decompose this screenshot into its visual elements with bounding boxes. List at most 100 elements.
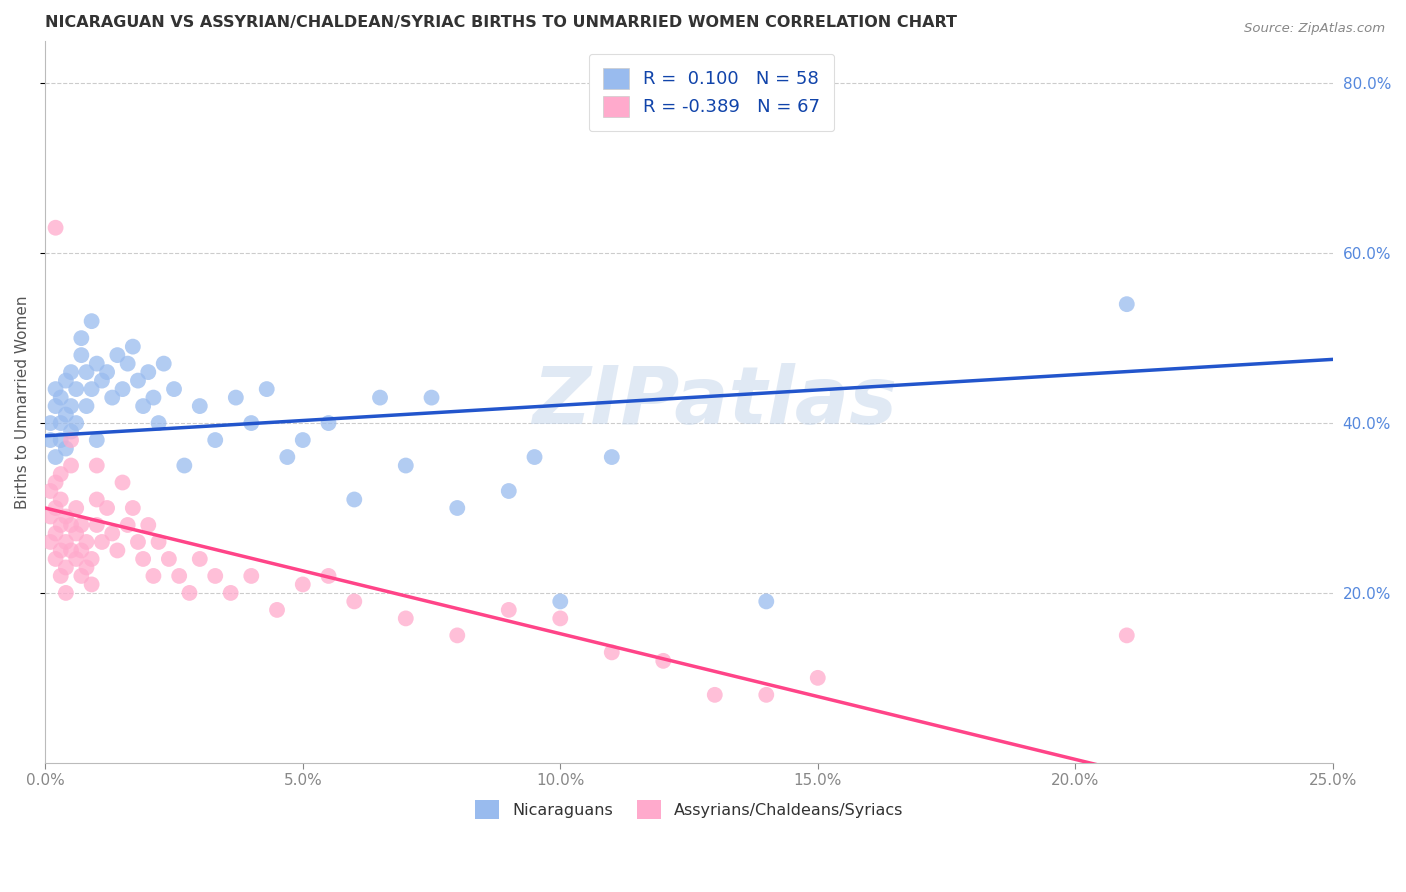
Point [60, 518, 83, 533]
Point [76, 365, 98, 379]
Point [49, 467, 72, 481]
Point [70, 543, 93, 558]
Point [55, 374, 77, 388]
Point [256, 382, 278, 396]
Point [65, 382, 87, 396]
Point [121, 501, 143, 516]
Point [49, 569, 72, 583]
Point [65, 552, 87, 566]
Point [60, 365, 83, 379]
Point [90, 535, 112, 549]
Point [60, 458, 83, 473]
Point [96, 365, 118, 379]
Point [65, 501, 87, 516]
Point [548, 611, 571, 625]
Point [65, 416, 87, 430]
Point [446, 628, 468, 642]
Point [167, 569, 190, 583]
Point [498, 603, 520, 617]
Point [45, 399, 67, 413]
Point [86, 357, 108, 371]
Point [755, 594, 778, 608]
Point [173, 458, 195, 473]
Point [39, 535, 62, 549]
Point [148, 416, 170, 430]
Point [1115, 628, 1137, 642]
Point [127, 535, 149, 549]
Point [121, 340, 143, 354]
Point [70, 331, 93, 345]
Point [142, 391, 165, 405]
Point [219, 586, 242, 600]
Point [49, 433, 72, 447]
Point [45, 220, 67, 235]
Point [105, 348, 128, 362]
Point [548, 594, 571, 608]
Point [86, 433, 108, 447]
Point [600, 450, 623, 464]
Y-axis label: Births to Unmarried Women: Births to Unmarried Women [15, 295, 30, 508]
Point [65, 526, 87, 541]
Point [45, 552, 67, 566]
Point [523, 450, 546, 464]
Point [55, 408, 77, 422]
Text: ZIPatlas: ZIPatlas [533, 363, 897, 441]
Point [225, 391, 247, 405]
Point [395, 458, 418, 473]
Point [60, 399, 83, 413]
Point [266, 603, 288, 617]
Legend: Nicaraguans, Assyrians/Chaldeans/Syriacs: Nicaraguans, Assyrians/Chaldeans/Syriacs [467, 791, 911, 827]
Point [96, 501, 118, 516]
Point [291, 433, 314, 447]
Point [55, 560, 77, 574]
Point [1115, 297, 1137, 311]
Point [136, 518, 159, 533]
Point [105, 543, 128, 558]
Point [188, 552, 211, 566]
Point [142, 569, 165, 583]
Point [755, 688, 778, 702]
Point [652, 654, 675, 668]
Text: Source: ZipAtlas.com: Source: ZipAtlas.com [1244, 22, 1385, 36]
Point [49, 543, 72, 558]
Point [45, 526, 67, 541]
Point [368, 391, 391, 405]
Point [420, 391, 443, 405]
Point [600, 645, 623, 659]
Point [101, 391, 124, 405]
Point [101, 526, 124, 541]
Point [318, 416, 340, 430]
Point [80, 314, 103, 328]
Point [343, 594, 366, 608]
Point [80, 577, 103, 591]
Point [127, 374, 149, 388]
Point [90, 374, 112, 388]
Point [163, 382, 186, 396]
Point [111, 475, 134, 490]
Point [55, 509, 77, 524]
Point [446, 501, 468, 516]
Point [70, 518, 93, 533]
Point [55, 442, 77, 456]
Point [55, 535, 77, 549]
Point [55, 586, 77, 600]
Point [70, 569, 93, 583]
Point [60, 433, 83, 447]
Text: NICARAGUAN VS ASSYRIAN/CHALDEAN/SYRIAC BIRTHS TO UNMARRIED WOMEN CORRELATION CHA: NICARAGUAN VS ASSYRIAN/CHALDEAN/SYRIAC B… [45, 15, 957, 30]
Point [60, 425, 83, 439]
Point [318, 569, 340, 583]
Point [395, 611, 418, 625]
Point [45, 475, 67, 490]
Point [39, 483, 62, 498]
Point [204, 433, 226, 447]
Point [807, 671, 830, 685]
Point [70, 348, 93, 362]
Point [111, 382, 134, 396]
Point [291, 577, 314, 591]
Point [80, 552, 103, 566]
Point [49, 391, 72, 405]
Point [49, 518, 72, 533]
Point [703, 688, 725, 702]
Point [80, 382, 103, 396]
Point [117, 518, 139, 533]
